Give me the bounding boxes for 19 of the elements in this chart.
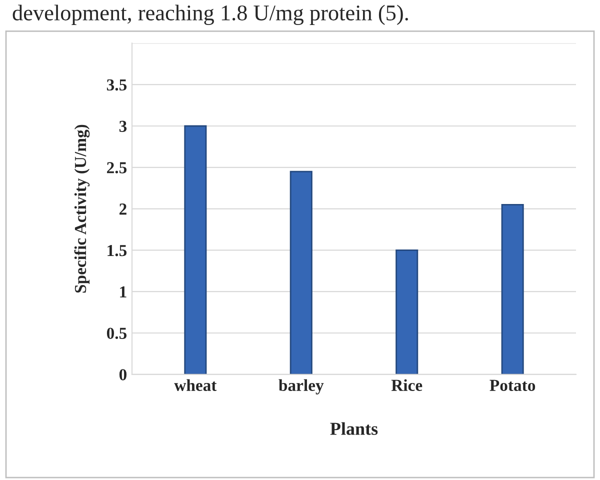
x-axis-title: Plants bbox=[330, 422, 378, 435]
x-tick-label: wheat bbox=[174, 379, 217, 391]
y-tick-label: 0.5 bbox=[106, 328, 127, 340]
bar bbox=[184, 125, 207, 374]
y-tick-label: 3.5 bbox=[106, 79, 127, 91]
bar bbox=[501, 204, 524, 374]
y-tick-label: 2 bbox=[120, 204, 126, 215]
y-axis-title: Specific Activity (U/mg) bbox=[74, 124, 90, 293]
x-tick-label: barley bbox=[278, 379, 324, 394]
y-tick-label: 0 bbox=[119, 369, 127, 380]
y-tick-label: 1.5 bbox=[108, 244, 127, 256]
bar bbox=[290, 170, 312, 374]
y-tick-label: 3 bbox=[119, 120, 127, 132]
x-tick-label: Rice bbox=[391, 379, 422, 391]
y-tick-label: 1 bbox=[120, 286, 126, 298]
bar bbox=[396, 250, 418, 374]
x-tick-label: Potato bbox=[490, 380, 536, 391]
y-tick-label: 2.5 bbox=[107, 162, 127, 174]
text: development, reaching 1.8 U/mg protein (5). bbox=[12, 4, 408, 26]
